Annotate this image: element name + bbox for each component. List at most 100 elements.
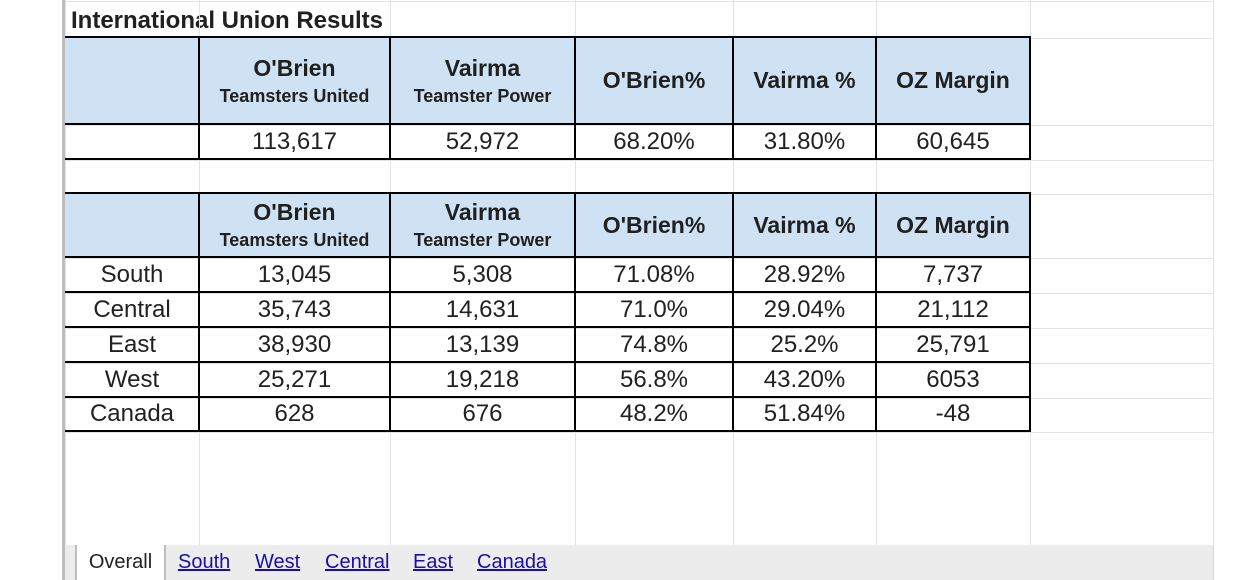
- table-border: [1029, 193, 1031, 431]
- totals-vairma-cell[interactable]: 52,972: [445, 127, 520, 155]
- region-name-cell[interactable]: Central: [93, 295, 171, 323]
- regions-header-vairma-pct: Vairma %: [733, 193, 876, 257]
- table-border: [198, 193, 200, 431]
- regions-header-obrien: O'Brien Teamsters United: [199, 193, 390, 257]
- gridline-horizontal: [65, 328, 1213, 329]
- table-border: [875, 193, 877, 431]
- totals-header-blank: [65, 37, 199, 124]
- regions-header-vairma: Vairma Teamster Power: [390, 193, 575, 257]
- sheet-tab-bar: Overall South West Central East Canada: [65, 545, 1213, 580]
- totals-label-cell[interactable]: [65, 124, 199, 159]
- table-border: [875, 37, 877, 159]
- sheet-left-edge: [62, 0, 65, 580]
- totals-header-obrien-pct: O'Brien%: [575, 37, 733, 124]
- region-vairma-pct-cell[interactable]: 43.20%: [763, 365, 846, 393]
- header-slate-name: Teamsters United: [219, 85, 370, 106]
- region-obrien-pct-cell[interactable]: 48.2%: [619, 400, 689, 427]
- table-border: [732, 193, 734, 431]
- table-border: [65, 36, 1031, 38]
- region-obrien-pct-cell[interactable]: 74.8%: [619, 330, 689, 358]
- region-obrien-cell[interactable]: 35,743: [257, 295, 332, 323]
- region-vairma-pct-cell[interactable]: 25.2%: [770, 330, 839, 358]
- totals-margin-cell[interactable]: 60,645: [916, 127, 990, 155]
- gridline-vertical: [1212, 0, 1214, 545]
- header-slate-name: Teamster Power: [413, 230, 552, 250]
- gridline-vertical: [64, 0, 66, 545]
- region-obrien-cell[interactable]: 628: [274, 400, 315, 427]
- region-margin-cell[interactable]: -48: [935, 400, 971, 427]
- table-border: [65, 158, 1031, 160]
- region-obrien-cell[interactable]: 38,930: [257, 330, 332, 358]
- gridline-horizontal: [65, 432, 1213, 433]
- regions-header-obrien-pct: O'Brien%: [575, 193, 733, 257]
- region-vairma-cell[interactable]: 676: [462, 400, 503, 427]
- region-vairma-cell[interactable]: 5,308: [452, 260, 513, 288]
- table-border: [389, 193, 391, 431]
- tab-south[interactable]: South: [178, 551, 231, 573]
- region-margin-cell[interactable]: 7,737: [922, 260, 984, 288]
- region-name-cell[interactable]: East: [107, 330, 157, 358]
- regions-header-margin: OZ Margin: [876, 193, 1030, 257]
- totals-header-vairma: Vairma Teamster Power: [390, 37, 575, 124]
- table-border: [198, 37, 200, 159]
- region-name-cell[interactable]: Canada: [89, 400, 175, 427]
- tab-west[interactable]: West: [255, 551, 301, 573]
- region-vairma-pct-cell[interactable]: 51.84%: [763, 400, 846, 427]
- totals-vairma-pct-cell[interactable]: 31.80%: [763, 127, 846, 155]
- table-border: [732, 37, 734, 159]
- header-slate-name: Teamster Power: [413, 85, 552, 106]
- table-border: [389, 37, 391, 159]
- region-obrien-pct-cell[interactable]: 56.8%: [619, 365, 689, 393]
- region-vairma-cell[interactable]: 13,139: [445, 330, 520, 358]
- table-border: [65, 256, 1031, 258]
- header-candidate-name: O'Brien: [253, 199, 336, 225]
- regions-header-blank: [65, 193, 199, 257]
- gridline-horizontal: [65, 293, 1213, 294]
- tab-canada[interactable]: Canada: [477, 551, 548, 573]
- gridline-horizontal: [65, 258, 1213, 259]
- table-border: [574, 193, 576, 431]
- totals-obrien-pct-cell[interactable]: 68.20%: [613, 127, 695, 155]
- region-name-cell[interactable]: West: [104, 365, 160, 393]
- region-margin-cell[interactable]: 21,112: [917, 295, 989, 323]
- region-vairma-pct-cell[interactable]: 28.92%: [763, 260, 846, 288]
- gridline-horizontal: [65, 125, 1213, 126]
- tab-east[interactable]: East: [413, 551, 454, 573]
- region-margin-cell[interactable]: 6053: [926, 365, 980, 393]
- region-vairma-cell[interactable]: 14,631: [445, 295, 520, 323]
- table-border: [65, 123, 1031, 125]
- region-obrien-pct-cell[interactable]: 71.08%: [613, 260, 695, 288]
- header-candidate-name: Vairma: [444, 199, 521, 225]
- region-obrien-pct-cell[interactable]: 71.0%: [619, 295, 689, 323]
- totals-header-vairma-pct: Vairma %: [733, 37, 876, 124]
- gridline-horizontal: [65, 363, 1213, 364]
- table-border: [1029, 37, 1031, 159]
- header-candidate-name: O'Brien: [253, 54, 336, 81]
- region-obrien-cell[interactable]: 25,271: [257, 365, 332, 393]
- region-obrien-cell[interactable]: 13,045: [257, 260, 332, 288]
- table-border: [65, 361, 1031, 363]
- gridline-horizontal: [65, 160, 1213, 161]
- table-border: [574, 37, 576, 159]
- region-name-cell[interactable]: South: [100, 260, 164, 288]
- tab-overall[interactable]: Overall: [75, 545, 166, 580]
- sheet-right-edge: [1213, 0, 1214, 580]
- spreadsheet-grid[interactable]: International Union Results O'Brien Teams…: [64, 0, 1214, 545]
- table-border: [65, 192, 1031, 194]
- sheet-title: International Union Results: [71, 7, 384, 34]
- gridline-horizontal: [65, 1, 1213, 2]
- table-border: [65, 396, 1031, 398]
- tab-central[interactable]: Central: [325, 551, 390, 573]
- region-vairma-pct-cell[interactable]: 29.04%: [763, 295, 846, 323]
- region-margin-cell[interactable]: 25,791: [916, 330, 990, 358]
- region-vairma-cell[interactable]: 19,218: [445, 365, 520, 393]
- header-candidate-name: Vairma: [444, 54, 521, 81]
- totals-header-obrien: O'Brien Teamsters United: [199, 37, 390, 124]
- totals-obrien-cell[interactable]: 113,617: [252, 127, 337, 155]
- header-slate-name: Teamsters United: [219, 230, 370, 250]
- gridline-horizontal: [65, 398, 1213, 399]
- table-border: [65, 326, 1031, 328]
- table-border: [65, 291, 1031, 293]
- totals-header-margin: OZ Margin: [876, 37, 1030, 124]
- table-border: [65, 430, 1031, 432]
